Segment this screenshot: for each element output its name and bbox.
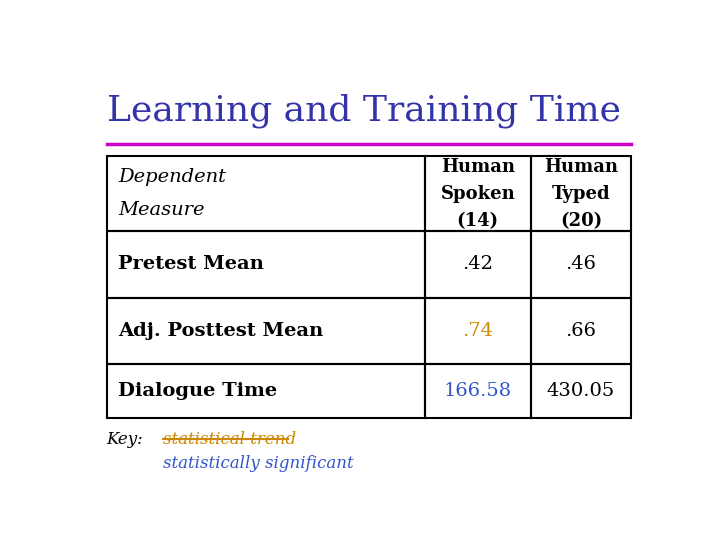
Text: 430.05: 430.05 <box>547 382 615 400</box>
Text: .42: .42 <box>462 255 493 273</box>
Text: Measure: Measure <box>118 201 204 219</box>
Bar <box>425 298 531 364</box>
Bar <box>107 156 425 231</box>
Text: Pretest Mean: Pretest Mean <box>118 255 264 273</box>
Text: (14): (14) <box>456 212 499 230</box>
Text: Spoken: Spoken <box>441 185 516 202</box>
Bar <box>531 231 631 298</box>
Text: Learning and Training Time: Learning and Training Time <box>107 94 621 129</box>
Bar <box>531 298 631 364</box>
Text: Human: Human <box>441 158 515 176</box>
Text: (20): (20) <box>560 212 602 230</box>
Bar <box>107 364 425 418</box>
Text: statistically significant: statistically significant <box>163 455 354 472</box>
Text: Dialogue Time: Dialogue Time <box>118 382 277 400</box>
Text: .74: .74 <box>462 322 493 340</box>
Bar <box>425 364 531 418</box>
Text: .46: .46 <box>565 255 597 273</box>
Text: Key:: Key: <box>107 430 143 448</box>
Text: .66: .66 <box>565 322 597 340</box>
Bar <box>531 156 631 231</box>
Text: Human: Human <box>544 158 618 176</box>
Text: 166.58: 166.58 <box>444 382 512 400</box>
Bar <box>107 298 425 364</box>
Text: statistical trend: statistical trend <box>163 430 296 448</box>
Bar <box>531 364 631 418</box>
Text: Typed: Typed <box>552 185 611 202</box>
Text: Adj. Posttest Mean: Adj. Posttest Mean <box>118 322 323 340</box>
Bar <box>107 231 425 298</box>
Bar <box>425 231 531 298</box>
Text: Dependent: Dependent <box>118 168 226 186</box>
Bar <box>425 156 531 231</box>
